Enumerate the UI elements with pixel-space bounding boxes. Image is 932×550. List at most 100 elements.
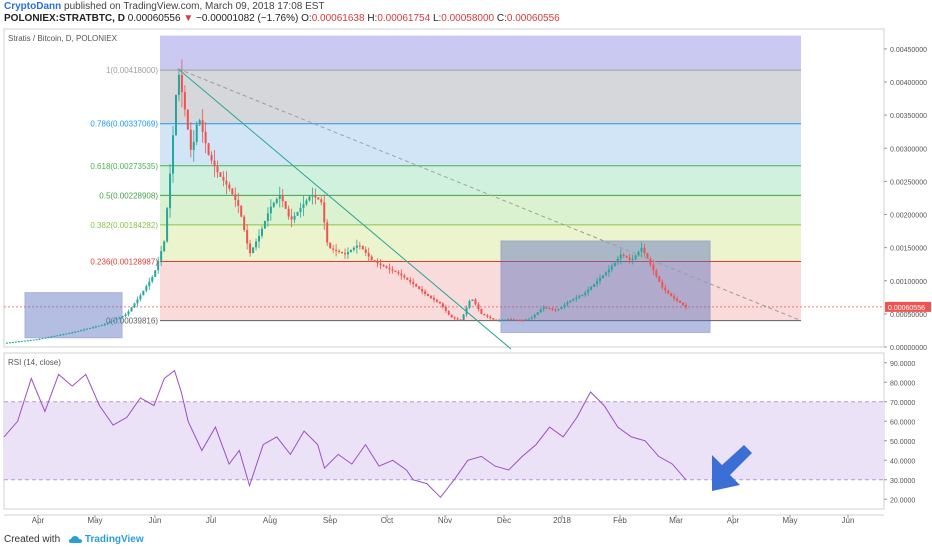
candle[interactable]	[412, 281, 415, 285]
candle[interactable]	[607, 269, 610, 273]
candle[interactable]	[682, 302, 685, 306]
candle[interactable]	[338, 250, 341, 252]
candle[interactable]	[216, 166, 219, 173]
candle[interactable]	[640, 247, 643, 252]
candle[interactable]	[670, 293, 673, 297]
candle[interactable]	[275, 199, 278, 203]
candle[interactable]	[560, 306, 563, 310]
chart-area[interactable]: 1(0.00418000) 0.786(0.00337069) 0.618(0.00…	[0, 27, 932, 535]
candle[interactable]	[610, 266, 613, 270]
candle[interactable]	[32, 339, 35, 341]
candle[interactable]	[453, 317, 456, 319]
candle[interactable]	[332, 248, 335, 250]
candle[interactable]	[346, 252, 349, 255]
candle[interactable]	[432, 297, 435, 300]
candle[interactable]	[174, 94, 177, 136]
candle[interactable]	[456, 318, 459, 320]
candle[interactable]	[397, 272, 400, 274]
candle[interactable]	[373, 260, 376, 263]
candle[interactable]	[314, 195, 317, 198]
rsi-line[interactable]	[3, 369, 687, 499]
candle[interactable]	[41, 338, 44, 340]
candle[interactable]	[240, 205, 243, 217]
candle[interactable]	[507, 319, 510, 321]
candle[interactable]	[613, 262, 616, 267]
candle[interactable]	[148, 281, 151, 287]
candle[interactable]	[80, 330, 83, 332]
candle[interactable]	[160, 251, 163, 261]
candle[interactable]	[590, 286, 593, 290]
candle[interactable]	[379, 263, 382, 265]
candle[interactable]	[183, 92, 186, 110]
candle[interactable]	[269, 206, 272, 214]
candle[interactable]	[278, 195, 281, 200]
candle[interactable]	[335, 249, 338, 251]
candle[interactable]	[198, 120, 201, 125]
candle[interactable]	[115, 318, 118, 321]
candle[interactable]	[88, 327, 91, 329]
candle[interactable]	[364, 249, 367, 253]
candle[interactable]	[685, 305, 687, 308]
candle[interactable]	[403, 275, 406, 278]
candle[interactable]	[625, 255, 628, 258]
candle[interactable]	[133, 303, 136, 308]
candle[interactable]	[545, 307, 548, 309]
candle[interactable]	[201, 120, 204, 132]
candle[interactable]	[154, 270, 157, 277]
candle[interactable]	[296, 211, 299, 216]
candle[interactable]	[145, 286, 148, 291]
candle[interactable]	[53, 335, 56, 337]
candle[interactable]	[542, 307, 545, 310]
candle[interactable]	[673, 296, 676, 299]
candle[interactable]	[427, 293, 430, 297]
candle[interactable]	[50, 336, 53, 338]
candle[interactable]	[302, 204, 305, 209]
candle[interactable]	[424, 291, 427, 294]
candle[interactable]	[415, 284, 418, 287]
candle[interactable]	[521, 320, 524, 322]
candle[interactable]	[258, 235, 261, 242]
candle[interactable]	[47, 337, 50, 339]
candle[interactable]	[29, 339, 32, 341]
candle[interactable]	[293, 215, 296, 220]
candle[interactable]	[8, 342, 11, 344]
candle[interactable]	[234, 194, 237, 201]
candle[interactable]	[599, 278, 602, 282]
candle[interactable]	[429, 296, 432, 298]
candle[interactable]	[56, 335, 59, 337]
candle[interactable]	[281, 195, 284, 202]
candle[interactable]	[243, 216, 246, 231]
candle[interactable]	[444, 307, 447, 311]
candle[interactable]	[569, 300, 572, 303]
candle[interactable]	[97, 325, 100, 327]
candle[interactable]	[207, 143, 210, 155]
candle[interactable]	[527, 318, 530, 320]
candle[interactable]	[489, 316, 492, 319]
candle[interactable]	[74, 331, 77, 333]
candle[interactable]	[628, 257, 631, 260]
candle[interactable]	[266, 213, 269, 221]
candle[interactable]	[263, 220, 266, 229]
candle[interactable]	[219, 172, 222, 177]
candle[interactable]	[71, 332, 74, 334]
candle[interactable]	[441, 303, 444, 308]
candle[interactable]	[305, 200, 308, 205]
candle[interactable]	[228, 184, 231, 189]
candle[interactable]	[667, 290, 670, 294]
candle[interactable]	[210, 154, 213, 161]
candle[interactable]	[323, 202, 326, 223]
candle[interactable]	[157, 260, 160, 271]
candle[interactable]	[515, 319, 518, 321]
candle[interactable]	[106, 323, 109, 325]
candle[interactable]	[109, 321, 112, 324]
candle[interactable]	[344, 253, 346, 255]
candle[interactable]	[406, 277, 409, 280]
candle[interactable]	[299, 208, 302, 212]
chart-svg[interactable]: 1(0.00418000) 0.786(0.00337069) 0.618(0.00…	[0, 27, 932, 535]
candle[interactable]	[68, 333, 71, 335]
candle[interactable]	[518, 319, 521, 321]
candle[interactable]	[584, 292, 587, 295]
candle[interactable]	[38, 338, 41, 340]
candle[interactable]	[486, 315, 489, 317]
candle[interactable]	[498, 320, 501, 322]
